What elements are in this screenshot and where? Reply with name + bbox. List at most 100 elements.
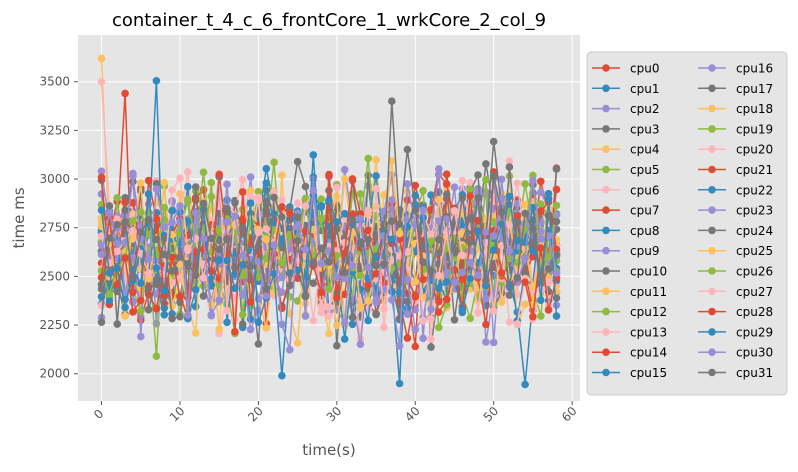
data-point <box>521 278 529 287</box>
data-point <box>160 311 169 319</box>
data-point <box>552 312 561 320</box>
data-point <box>427 305 435 314</box>
data-point <box>199 292 208 300</box>
data-point <box>552 165 561 173</box>
data-point <box>144 274 153 283</box>
data-point <box>152 235 161 244</box>
data-point <box>121 89 129 98</box>
data-point <box>403 180 412 188</box>
legend-item-cpu20: cpu20 <box>698 143 773 157</box>
data-point <box>466 214 475 222</box>
data-point <box>129 273 137 282</box>
data-point <box>105 290 114 298</box>
data-point <box>184 182 192 191</box>
data-point <box>97 285 106 293</box>
legend-item-cpu1: cpu1 <box>592 82 659 96</box>
data-point <box>356 238 365 247</box>
data-point <box>521 209 529 218</box>
data-point <box>552 185 561 194</box>
series-cpu31 <box>97 97 561 301</box>
legend-marker <box>708 64 716 72</box>
data-point <box>411 181 420 190</box>
data-point <box>184 311 192 319</box>
data-point <box>521 180 529 188</box>
data-point <box>176 174 184 183</box>
data-point <box>388 171 396 179</box>
legend-label: cpu30 <box>736 346 773 360</box>
data-point <box>380 260 388 268</box>
legend-label: cpu28 <box>736 305 773 319</box>
data-point <box>489 338 498 347</box>
data-point <box>223 256 231 265</box>
data-point <box>325 285 333 293</box>
y-tick-label: 2750 <box>39 221 70 235</box>
y-tick-label: 3250 <box>39 123 70 137</box>
data-point <box>505 282 514 291</box>
data-point <box>411 342 420 351</box>
data-point <box>121 206 129 214</box>
data-point <box>121 218 129 227</box>
data-point <box>105 234 114 242</box>
data-point <box>238 291 247 299</box>
data-point <box>176 312 184 321</box>
data-point <box>207 178 216 187</box>
legend-marker <box>708 328 716 336</box>
legend-label: cpu1 <box>630 82 659 96</box>
data-point <box>160 203 169 212</box>
data-point <box>450 316 459 324</box>
legend-marker <box>708 287 716 296</box>
data-point <box>325 329 333 338</box>
legend-label: cpu8 <box>630 224 659 238</box>
legend-marker <box>708 307 716 316</box>
data-point <box>497 298 506 307</box>
data-point <box>505 221 514 229</box>
legend-marker <box>708 246 716 255</box>
legend-label: cpu31 <box>736 366 773 380</box>
data-point <box>497 175 506 184</box>
data-point <box>395 220 404 228</box>
data-point <box>309 258 318 267</box>
data-point <box>301 202 310 210</box>
data-point <box>458 194 467 202</box>
data-point <box>474 186 482 194</box>
data-point <box>325 186 333 195</box>
data-point <box>105 269 114 277</box>
data-point <box>176 292 184 301</box>
legend-marker <box>602 165 610 174</box>
data-point <box>489 246 498 254</box>
data-point <box>160 223 169 231</box>
legend-item-cpu3: cpu3 <box>592 122 659 136</box>
series-group <box>97 54 561 389</box>
legend-marker <box>602 226 610 235</box>
data-point <box>246 325 255 334</box>
data-point <box>286 281 294 290</box>
data-point <box>317 259 326 268</box>
data-point <box>309 175 318 183</box>
data-point <box>356 271 365 280</box>
data-point <box>442 180 451 188</box>
legend-marker <box>602 84 610 93</box>
data-point <box>144 290 153 299</box>
data-point <box>254 340 263 348</box>
data-point <box>537 207 545 216</box>
data-point <box>215 245 223 254</box>
legend-marker <box>708 348 716 357</box>
data-point <box>482 160 490 168</box>
legend-item-cpu14: cpu14 <box>592 346 667 360</box>
data-point <box>419 186 427 195</box>
legend-marker <box>708 186 716 194</box>
data-point <box>152 215 161 223</box>
data-point <box>333 183 341 192</box>
data-point <box>262 197 271 206</box>
data-point <box>278 171 286 179</box>
data-point <box>246 199 255 207</box>
data-point <box>223 196 231 204</box>
legend-label: cpu29 <box>736 325 773 339</box>
data-point <box>513 236 522 245</box>
data-point <box>223 204 231 213</box>
legend-label: cpu21 <box>736 163 773 177</box>
legend-label: cpu20 <box>736 143 773 157</box>
data-point <box>231 263 239 272</box>
legend-item-cpu25: cpu25 <box>698 244 773 258</box>
legend-label: cpu27 <box>736 285 773 299</box>
